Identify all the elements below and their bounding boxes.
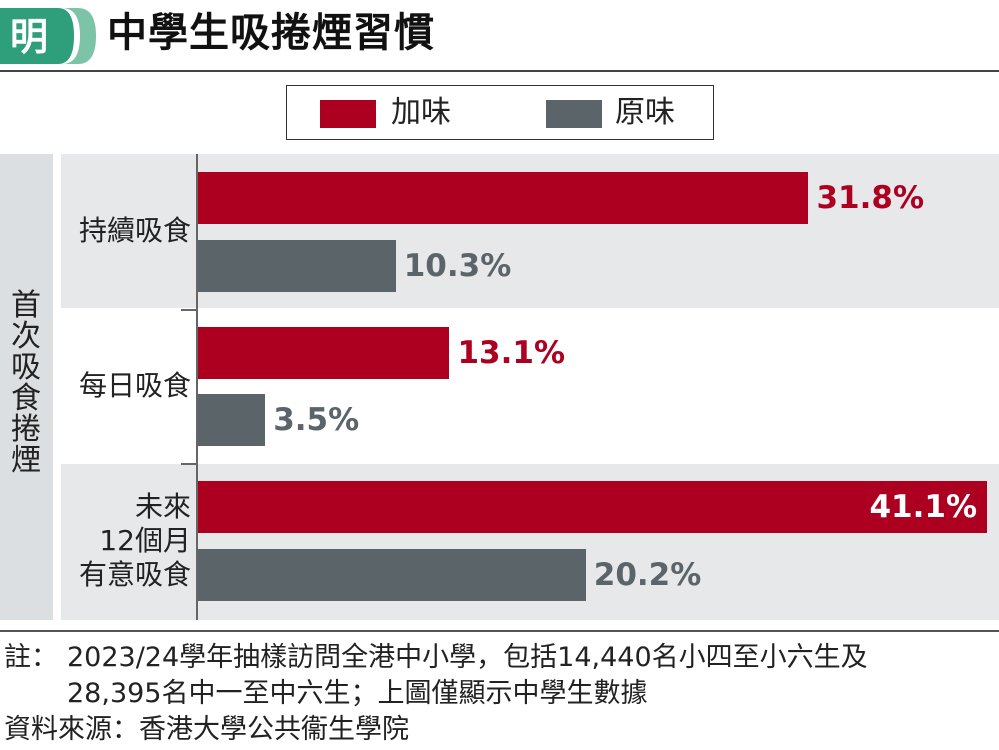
note-line-1: 2023/24學年抽樣訪問全港中小學，包括14,440名小四至小六生及 <box>67 642 868 673</box>
y-group-label: 首次吸食捲煙 <box>11 288 41 478</box>
value-label-flavored-daily: 13.1% <box>457 335 566 371</box>
y-group-band <box>0 154 53 620</box>
footer-rule <box>0 630 999 632</box>
logo-char: 明 <box>10 15 48 59</box>
legend: 加味 原味 <box>286 85 714 140</box>
bar-original-continuous <box>198 240 396 292</box>
note-line-2: 28,395名中一至中六生；上圖僅顯示中學生數據 <box>67 678 648 709</box>
value-label-original-daily: 3.5% <box>273 402 360 438</box>
header: 明 中學生吸捲煙習慣 <box>0 0 999 72</box>
value-label-original-continuous: 10.3% <box>403 248 512 284</box>
bar-flavored-intend <box>198 481 987 533</box>
legend-swatch-flavored <box>320 100 376 128</box>
value-label-original-intend: 20.2% <box>593 557 702 593</box>
legend-label-flavored: 加味 <box>391 95 451 130</box>
bar-original-intend <box>198 549 586 601</box>
header-rule <box>0 70 999 72</box>
value-label-flavored-continuous: 31.8% <box>816 180 924 216</box>
legend-label-original: 原味 <box>615 95 675 130</box>
category-label-line: 每日吸食 <box>78 369 191 402</box>
source-note: 資料來源：香港大學公共衞生學院 <box>4 714 409 745</box>
category-label-continuous: 持續吸食 <box>79 214 191 248</box>
category-label-line: 有意吸食 <box>78 558 191 591</box>
category-label-intend: 未來 12個月 有意吸食 <box>79 490 191 592</box>
category-label-line: 12個月 <box>99 524 191 557</box>
bar-flavored-daily <box>198 327 450 379</box>
y-axis <box>196 154 198 620</box>
category-label-line: 持續吸食 <box>78 214 191 247</box>
category-label-daily: 每日吸食 <box>79 369 191 403</box>
note-label: 註： <box>4 642 58 673</box>
bar-flavored-continuous <box>198 172 809 224</box>
chart-title: 中學生吸捲煙習慣 <box>107 10 435 56</box>
ming-pao-logo-icon: 明 <box>0 8 96 64</box>
axis-tick <box>181 309 197 311</box>
bar-original-daily <box>198 394 266 446</box>
legend-swatch-original <box>546 100 602 128</box>
category-label-line: 未來 <box>134 490 191 523</box>
value-label-flavored-intend: 41.1% <box>869 489 977 525</box>
axis-tick <box>181 463 197 465</box>
